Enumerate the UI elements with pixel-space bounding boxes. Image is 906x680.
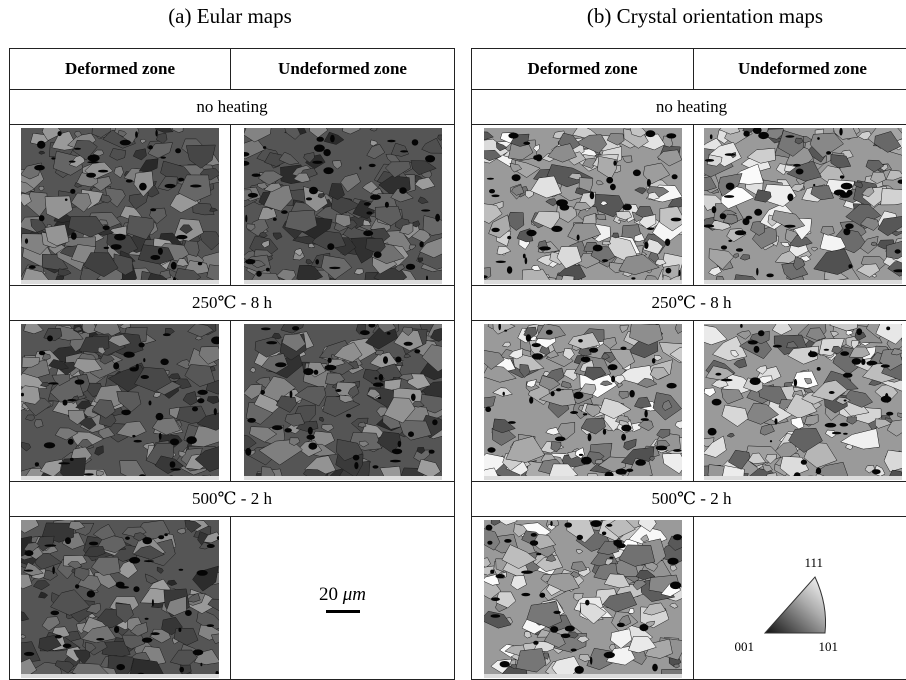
- legend-label-101: 101: [819, 639, 839, 655]
- header-deformed-zone: Deformed zone: [472, 49, 694, 90]
- orientation-map-deformed-no-heating: [484, 128, 682, 284]
- inverse-pole-figure-legend: 111 001 101: [733, 555, 873, 665]
- orientation-map-deformed-250c: [484, 324, 682, 480]
- orientation-map-deformed-500c: [484, 520, 682, 678]
- euler-map-undeformed-no-heating: [244, 128, 442, 284]
- condition-500c-2h: 500℃ - 2 h: [10, 482, 455, 517]
- condition-no-heating: no heating: [10, 90, 455, 125]
- orientation-map-undeformed-250c: [704, 324, 902, 480]
- caption-crystal-orientation-maps: (b) Crystal orientation maps: [515, 4, 895, 29]
- condition-500c-2h: 500℃ - 2 h: [472, 482, 906, 517]
- condition-250c-8h: 250℃ - 8 h: [10, 286, 455, 321]
- euler-map-deformed-250c: [21, 324, 219, 480]
- euler-map-deformed-no-heating: [21, 128, 219, 284]
- caption-eular-maps: (a) Eular maps: [80, 4, 380, 29]
- condition-250c-8h: 250℃ - 8 h: [472, 286, 906, 321]
- orientation-map-undeformed-no-heating: [704, 128, 902, 284]
- scale-bar: [326, 610, 360, 613]
- euler-maps-table: Deformed zone Undeformed zone no heating…: [9, 48, 455, 680]
- legend-label-111: 111: [805, 555, 824, 571]
- euler-map-undeformed-250c: [244, 324, 442, 480]
- header-undeformed-zone: Undeformed zone: [231, 49, 455, 90]
- legend-label-001: 001: [735, 639, 755, 655]
- scale-label: 20 μm: [231, 584, 454, 606]
- euler-map-deformed-500c: [21, 520, 219, 678]
- orientation-maps-table: Deformed zone Undeformed zone no heating…: [471, 48, 906, 680]
- condition-no-heating: no heating: [472, 90, 906, 125]
- header-deformed-zone: Deformed zone: [10, 49, 231, 90]
- header-undeformed-zone: Undeformed zone: [694, 49, 906, 90]
